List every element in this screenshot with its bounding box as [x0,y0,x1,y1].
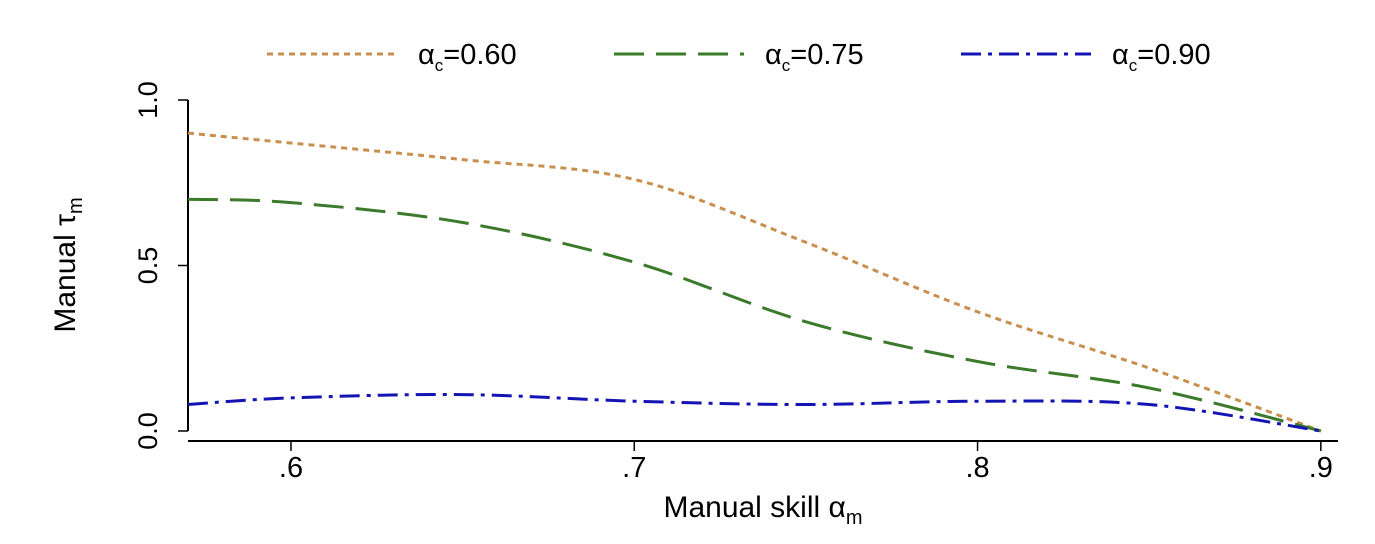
legend-label-main: α [765,39,782,71]
series-line-1 [187,197,1322,433]
x-axis-title: Manual skill αm [663,491,862,529]
x-tick-label: .8 [965,452,989,484]
legend-label-main: α [418,39,435,71]
x-tick-label: .6 [279,452,303,484]
x-tick-label: .7 [622,452,646,484]
y-axis-title-subscript: m [65,197,87,214]
legend-label-value: =0.90 [1137,39,1210,71]
series-lines [187,131,1322,433]
y-axis-title: Manual τm [49,197,87,332]
x-axis-title-subscript: m [846,507,863,529]
y-tick-label: 0.0 [133,412,163,450]
x-tick-label: .9 [1309,452,1333,484]
legend-label-value: =0.60 [443,39,516,71]
legend-label-main: α [1112,39,1129,71]
series-line-0 [187,131,1322,433]
legend-label: αc=0.90 [1112,39,1211,75]
y-tick-label: 1.0 [133,81,163,119]
legend-item-2: αc=0.90 [961,39,1211,75]
legend: αc=0.60 αc=0.75 αc=0.90 [267,39,1211,75]
legend-label: αc=0.60 [418,39,517,75]
legend-label-sub: c [782,56,791,75]
legend-item-1: αc=0.75 [614,39,864,75]
legend-label-value: =0.75 [790,39,863,71]
y-tick-label: 0.5 [133,247,163,285]
x-ticks: .6 .7 .8 .9 [279,441,1333,484]
legend-label: αc=0.75 [765,39,864,75]
legend-item-0: αc=0.60 [267,39,517,75]
series-line-2 [187,393,1322,433]
legend-label-sub: c [1129,56,1138,75]
y-ticks: 0.0 0.5 1.0 [133,81,188,450]
plot-area: 0.0 0.5 1.0 .6 .7 .8 .9 [133,81,1338,484]
legend-label-sub: c [435,56,444,75]
